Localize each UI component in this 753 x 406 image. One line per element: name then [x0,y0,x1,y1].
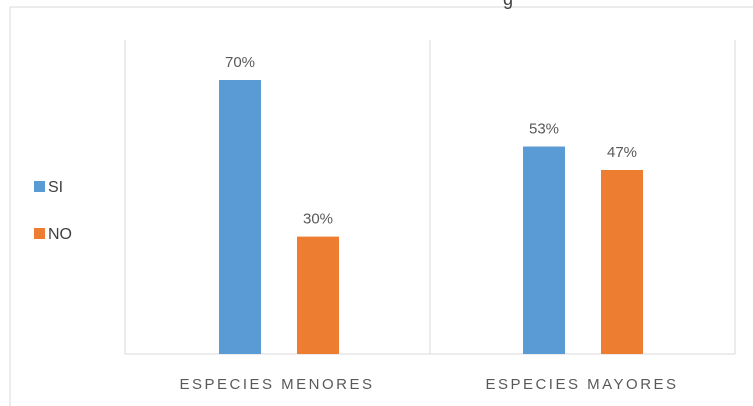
x-tick-label-especies-menores: ESPECIES MENORES [179,376,374,393]
legend-label-si: SI [48,179,63,196]
legend: SI NO [34,179,72,243]
legend-label-no: NO [48,226,72,243]
x-tick-label-especies-mayores: ESPECIES MAYORES [485,376,678,393]
data-label-no-especies-menores: 30% [303,211,333,228]
bar-si-especies-menores [219,80,261,354]
bar-no-especies-mayores [601,170,643,354]
data-label-no-especies-mayores: 47% [607,144,637,161]
legend-swatch-si [34,181,45,192]
chart-title-fragment: g [503,0,513,9]
data-label-si-especies-mayores: 53% [529,121,559,138]
bars-layer: 70% 30% 53% 47% [219,54,643,354]
legend-swatch-no [34,228,45,239]
bar-si-especies-mayores [523,146,565,354]
bar-no-especies-menores [297,236,339,354]
data-label-si-especies-menores: 70% [225,54,255,71]
